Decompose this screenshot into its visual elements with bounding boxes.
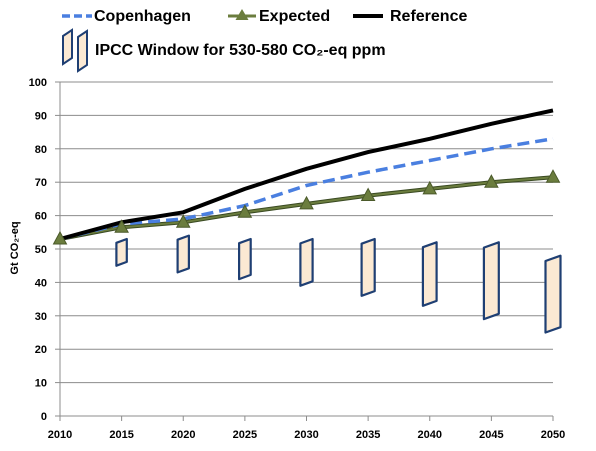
legend: Copenhagen Expected Reference IPCC Windo… — [62, 8, 467, 73]
legend-reference-label: Reference — [390, 8, 467, 25]
window-bar-2015 — [115, 237, 128, 267]
window-bar-2030 — [299, 237, 314, 287]
y-tick-labels: 0 10 20 30 40 50 60 70 80 90 100 — [29, 77, 47, 423]
axes — [55, 81, 554, 421]
x-tick-2035: 2035 — [356, 429, 380, 441]
x-tick-2010: 2010 — [48, 429, 72, 441]
x-tick-2025: 2025 — [233, 429, 257, 441]
y-tick-10: 10 — [35, 378, 47, 390]
expected-point-2030 — [299, 195, 314, 210]
legend-expected-marker — [235, 9, 249, 20]
expected-point-2025 — [237, 204, 253, 218]
x-tick-2040: 2040 — [418, 429, 442, 441]
window-bar-2045 — [482, 241, 500, 321]
expected-point-2035 — [360, 187, 376, 202]
y-tick-70: 70 — [35, 177, 47, 189]
window-bar-2020 — [176, 234, 190, 274]
window-bar-2035 — [360, 237, 376, 297]
series-lines — [52, 108, 561, 245]
y-tick-90: 90 — [35, 110, 47, 122]
y-axis-label: Gt CO₂-eq — [9, 221, 21, 274]
x-tick-2020: 2020 — [171, 429, 195, 441]
y-tick-50: 50 — [35, 244, 47, 256]
x-tick-2045: 2045 — [479, 429, 503, 441]
x-tick-labels: 2010 2015 2020 2025 2030 2035 2040 2045 2050 — [48, 429, 565, 441]
legend-window-swatch — [62, 28, 88, 73]
window-bar-2025 — [238, 237, 252, 281]
expected-point-2015 — [114, 219, 129, 233]
y-tick-30: 30 — [35, 311, 47, 323]
y-tick-40: 40 — [35, 277, 47, 289]
window-bar-2050 — [544, 254, 562, 334]
expected-point-2045 — [484, 174, 499, 188]
series-reference-line — [59, 108, 554, 241]
y-tick-80: 80 — [35, 144, 47, 156]
window-bar-2040 — [421, 241, 438, 307]
y-tick-60: 60 — [35, 211, 47, 223]
legend-copenhagen-label: Copenhagen — [94, 8, 191, 25]
y-tick-100: 100 — [29, 77, 47, 89]
x-tick-2030: 2030 — [294, 429, 318, 441]
y-tick-20: 20 — [35, 344, 47, 356]
y-tick-0: 0 — [41, 411, 47, 423]
legend-expected-label: Expected — [259, 8, 330, 25]
series-copenhagen-line — [59, 137, 554, 241]
expected-point-2040 — [422, 180, 438, 195]
ipcc-window-bars — [115, 234, 562, 334]
expected-point-2010 — [52, 230, 68, 245]
expected-point-2050 — [545, 169, 561, 183]
expected-point-2020 — [175, 214, 191, 228]
legend-window-label: IPCC Window for 530-580 CO₂-eq ppm — [95, 42, 386, 59]
x-tick-2050: 2050 — [541, 429, 565, 441]
x-tick-2015: 2015 — [109, 429, 133, 441]
